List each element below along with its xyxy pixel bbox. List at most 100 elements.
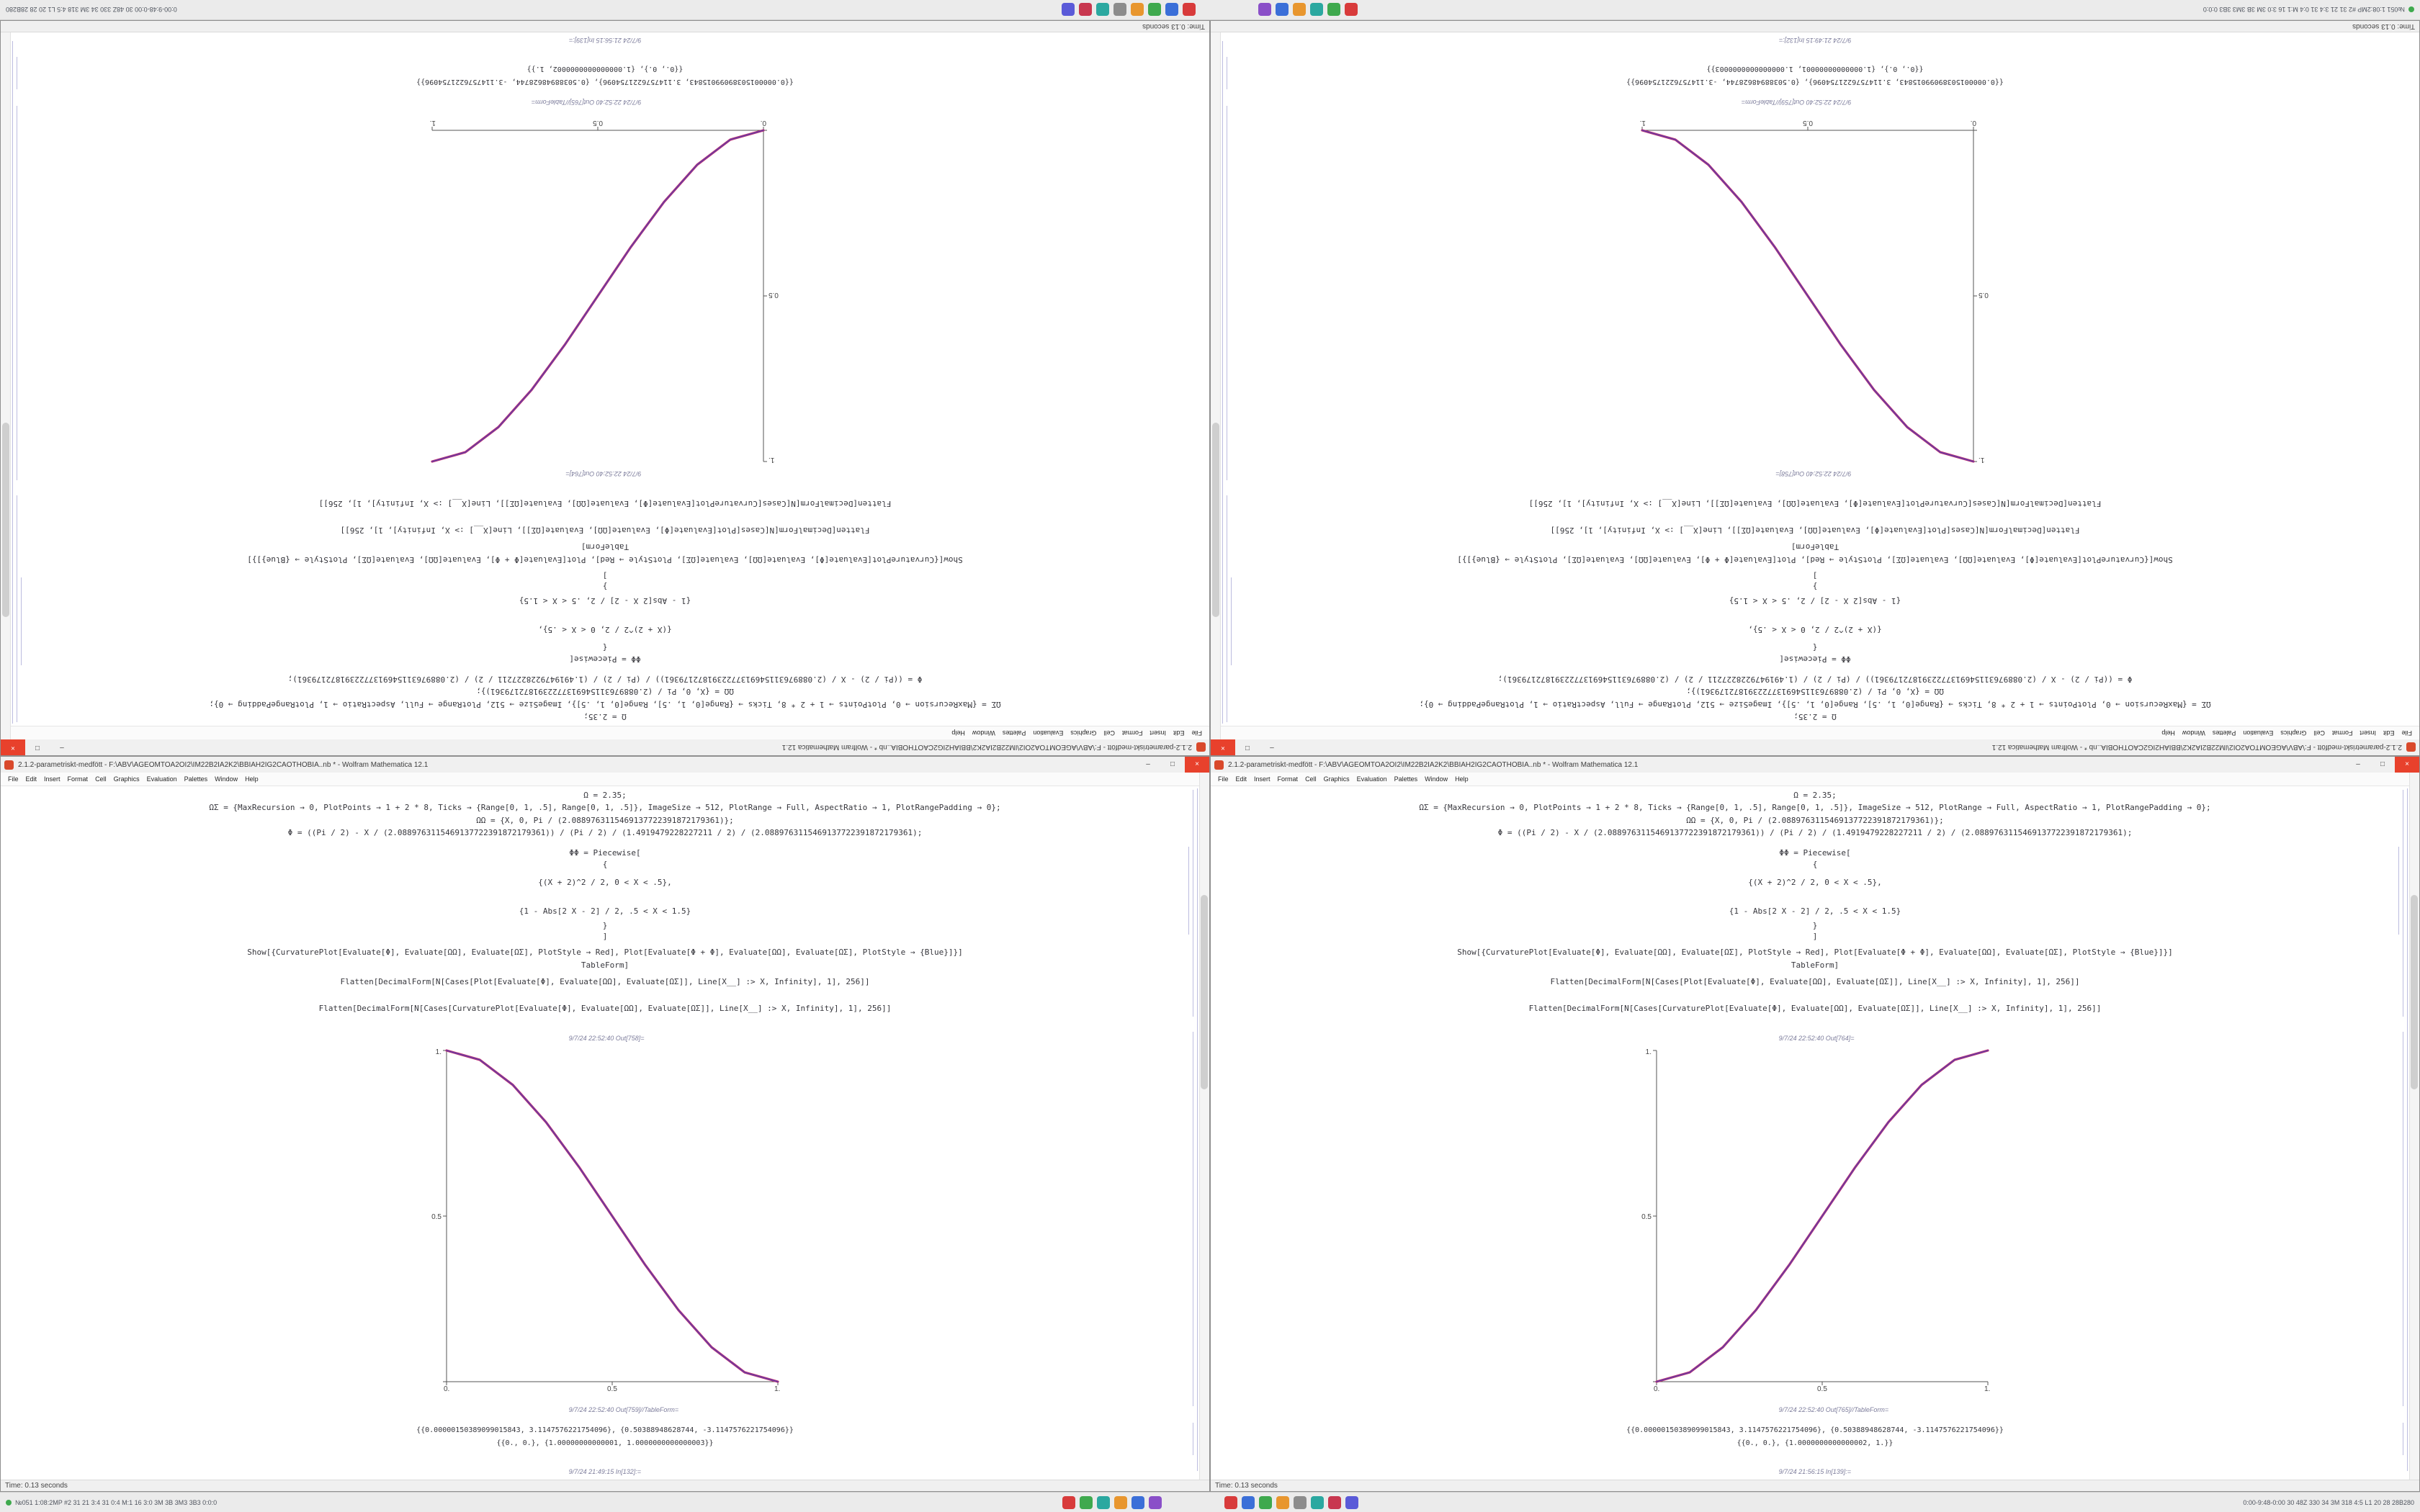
menu-item-format[interactable]: Format [1274,775,1302,783]
code-cell[interactable]: ΦΦ = Piecewise[ [569,654,640,664]
menu-item-evaluation[interactable]: Evaluation [1353,775,1391,783]
menu-item-insert[interactable]: Insert [40,775,64,783]
code-cell[interactable]: } [603,582,608,591]
taskbar-app-icon[interactable] [1096,3,1109,16]
menu-item-format[interactable]: Format [64,775,92,783]
menu-item-edit[interactable]: Edit [1170,729,1188,737]
title-bar[interactable]: 2.1.2-parametriskt-medfött - F:\ABV\AGEO… [1,757,1209,773]
code-cell[interactable]: ΦΦ = Piecewise[ [1779,654,1850,664]
menu-item-evaluation[interactable]: Evaluation [1029,729,1067,737]
code-cell[interactable]: { [1813,643,1818,652]
minimize-button[interactable]: – [50,739,74,755]
menu-item-cell[interactable]: Cell [2310,729,2329,737]
scrollbar-thumb[interactable] [2,423,9,617]
code-cell[interactable]: Flatten[DecimalForm[N[Cases[Plot[Evaluat… [340,526,869,535]
cell-bracket[interactable] [1222,41,1223,724]
code-cell[interactable]: ] [1813,932,1818,941]
code-cell[interactable]: {(X + 2)^2 / 2, 0 < X < .5}, [538,625,671,634]
menu-item-palettes[interactable]: Palettes [999,729,1030,737]
taskbar-app-icon[interactable] [1345,1496,1358,1509]
cell-bracket[interactable] [1231,577,1232,665]
menu-item-insert[interactable]: Insert [1250,775,1274,783]
minimize-button[interactable]: – [1260,739,1284,755]
taskbar-app-icon[interactable] [1113,3,1126,16]
taskbar-app-icon[interactable] [1224,1496,1237,1509]
minimize-button[interactable]: – [2346,757,2370,773]
code-cell[interactable]: TableForm] [581,542,629,552]
menu-item-palettes[interactable]: Palettes [181,775,212,783]
code-cell[interactable]: Flatten[DecimalForm[N[Cases[CurvaturePlo… [319,499,892,508]
menu-item-help[interactable]: Help [1451,775,1472,783]
menu-item-cell[interactable]: Cell [1301,775,1320,783]
code-cell[interactable]: {(X + 2)^2 / 2, 0 < X < .5}, [1748,878,1881,887]
code-cell[interactable]: ] [603,932,608,941]
code-cell[interactable]: ΩΣ = {MaxRecursion → 0, PlotPoints → 1 +… [1419,803,2210,812]
minimize-button[interactable]: – [1136,757,1160,773]
menu-item-window[interactable]: Window [211,775,241,783]
menu-item-graphics[interactable]: Graphics [2277,729,2310,737]
code-cell[interactable]: } [1813,582,1818,591]
taskbar-app-icon[interactable] [1345,3,1358,16]
code-cell[interactable]: ] [1813,571,1818,580]
code-cell[interactable]: TableForm] [1791,960,1839,970]
menu-item-window[interactable]: Window [1421,775,1451,783]
taskbar-app-icon[interactable] [1276,1496,1289,1509]
taskbar-app-icon[interactable] [1062,1496,1075,1509]
code-cell[interactable]: Ω = 2.35; [583,712,627,721]
taskbar-app-icon[interactable] [1131,3,1144,16]
code-cell[interactable]: ΩΣ = {MaxRecursion → 0, PlotPoints → 1 +… [209,700,1000,709]
taskbar-app-icon[interactable] [1259,1496,1272,1509]
code-cell[interactable]: { [603,860,608,869]
code-cell[interactable]: Show[{CurvaturePlot[Evaluate[Φ], Evaluat… [1457,948,2172,957]
cell-bracket[interactable] [2398,847,2399,935]
cell-bracket[interactable] [1188,847,1189,935]
taskbar-app-icon[interactable] [1311,1496,1324,1509]
menu-item-evaluation[interactable]: Evaluation [143,775,181,783]
menu-item-file[interactable]: File [1188,729,1206,737]
taskbar-app-icon[interactable] [1062,3,1075,16]
menu-item-window[interactable]: Window [2179,729,2209,737]
code-cell[interactable]: Show[{CurvaturePlot[Evaluate[Φ], Evaluat… [247,555,962,564]
cell-bracket[interactable] [12,41,13,724]
taskbar-app-icon[interactable] [1328,1496,1341,1509]
code-cell[interactable]: ΩΩ = {X, 0, Pi / (2.08897631154691377223… [1686,816,1944,825]
code-cell[interactable]: Flatten[DecimalForm[N[Cases[CurvaturePlo… [319,1004,892,1013]
taskbar-app-icon[interactable] [1148,3,1161,16]
code-cell[interactable]: Φ = ((Pi / 2) - X / (2.08897631154691377… [288,828,923,837]
maximize-button[interactable]: □ [1235,739,1260,755]
scrollbar[interactable] [1,32,11,739]
title-bar[interactable]: 2.1.2-parametriskt-medfött - F:\ABV\AGEO… [1211,739,2419,755]
code-cell[interactable]: {1 - Abs[2 X - 2] / 2, .5 < X < 1.5} [1729,596,1901,606]
code-cell[interactable]: Φ = ((Pi / 2) - X / (2.08897631154691377… [1498,675,2133,684]
code-cell[interactable]: {1 - Abs[2 X - 2] / 2, .5 < X < 1.5} [519,596,691,606]
taskbar-app-icon[interactable] [1327,3,1340,16]
code-cell[interactable]: Φ = ((Pi / 2) - X / (2.08897631154691377… [1498,828,2133,837]
menu-item-graphics[interactable]: Graphics [110,775,143,783]
taskbar-app-icon[interactable] [1294,1496,1307,1509]
maximize-button[interactable]: □ [1160,757,1185,773]
title-bar[interactable]: 2.1.2-parametriskt-medfött - F:\ABV\AGEO… [1,739,1209,755]
menu-item-graphics[interactable]: Graphics [1067,729,1100,737]
scrollbar-thumb[interactable] [1212,423,1219,617]
code-cell[interactable]: {1 - Abs[2 X - 2] / 2, .5 < X < 1.5} [1729,906,1901,916]
code-cell[interactable]: TableForm] [581,960,629,970]
menu-item-file[interactable]: File [1214,775,1232,783]
scrollbar-thumb[interactable] [2411,895,2418,1089]
close-button[interactable]: × [2395,757,2419,773]
taskbar-app-icon[interactable] [1131,1496,1144,1509]
menu-item-format[interactable]: Format [1119,729,1147,737]
code-cell[interactable]: TableForm] [1791,542,1839,552]
menu-item-cell[interactable]: Cell [1100,729,1119,737]
code-cell[interactable]: { [603,643,608,652]
menu-item-format[interactable]: Format [2329,729,2357,737]
menu-item-help[interactable]: Help [241,775,262,783]
close-button[interactable]: × [1185,757,1209,773]
menu-item-palettes[interactable]: Palettes [2209,729,2240,737]
code-cell[interactable]: Flatten[DecimalForm[N[Cases[CurvaturePlo… [1529,1004,2102,1013]
taskbar-app-icon[interactable] [1079,3,1092,16]
code-cell[interactable]: } [603,921,608,930]
menu-item-help[interactable]: Help [2158,729,2179,737]
code-cell[interactable]: Φ = ((Pi / 2) - X / (2.08897631154691377… [288,675,923,684]
close-button[interactable]: × [1211,739,1235,755]
menu-item-file[interactable]: File [2398,729,2416,737]
